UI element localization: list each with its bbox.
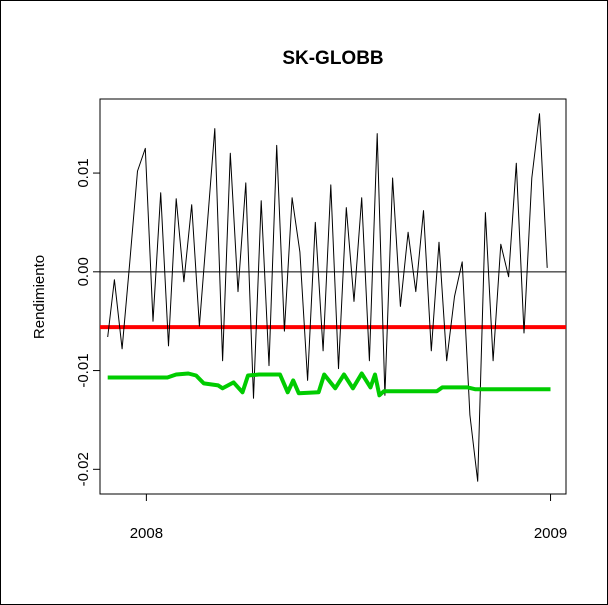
chart-marks xyxy=(100,113,566,482)
y-tick-label-0: -0.02 xyxy=(75,452,92,486)
y-tick-label-3: 0.01 xyxy=(75,158,92,187)
black-series-line xyxy=(107,113,548,482)
y-axis-label: Rendimiento xyxy=(31,255,48,339)
x-tick-label-1: 2009 xyxy=(534,525,567,542)
green-series-line xyxy=(107,371,551,398)
y-tick-label-2: 0.00 xyxy=(75,257,92,286)
axes: -0.02 -0.01 0.00 0.01 2008 2009 xyxy=(75,158,567,542)
plot-area-box xyxy=(99,98,567,495)
y-tick-label-1: -0.01 xyxy=(75,353,92,387)
chart-title: SK-GLOBB xyxy=(282,48,383,69)
x-tick-label-0: 2008 xyxy=(130,525,163,542)
